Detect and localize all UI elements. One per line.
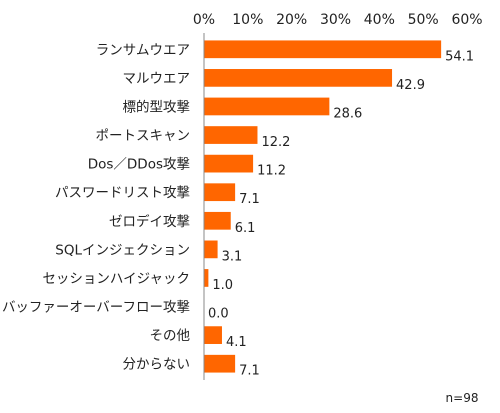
bar — [204, 269, 209, 287]
bar — [204, 154, 254, 173]
bar — [204, 69, 393, 87]
category-label: SQLインジェクション — [55, 242, 190, 258]
value-label: 12.2 — [261, 135, 290, 150]
value-label: 54.1 — [445, 49, 474, 64]
value-label: 0.0 — [208, 307, 229, 322]
value-label: 42.9 — [396, 78, 425, 93]
category-label: Dos／DDos攻撃 — [88, 157, 190, 173]
value-label: 28.6 — [333, 106, 362, 121]
x-tick-label: 40% — [364, 12, 395, 28]
value-label: 7.1 — [239, 364, 260, 379]
category-label: その他 — [150, 328, 191, 344]
category-label: セッションハイジャック — [42, 271, 190, 287]
value-label: 3.1 — [222, 249, 243, 264]
x-tick-label: 0% — [193, 12, 215, 28]
bar — [204, 40, 442, 59]
bar — [204, 183, 236, 202]
x-tick-label: 60% — [451, 12, 482, 28]
value-label: 4.1 — [226, 335, 247, 350]
bar — [204, 326, 222, 344]
x-tick-label: 50% — [408, 12, 439, 28]
x-tick-label: 30% — [320, 12, 351, 28]
value-label: 7.1 — [239, 192, 260, 207]
sample-size-note: n=98 — [446, 391, 479, 405]
category-label: バッファーオーバーフロー攻撃 — [2, 300, 190, 316]
bar — [204, 354, 236, 373]
value-label: 1.0 — [212, 278, 233, 293]
bar — [204, 240, 218, 259]
category-label: パスワードリスト攻撃 — [55, 185, 190, 201]
bar — [204, 97, 330, 116]
value-label: 6.1 — [235, 221, 256, 236]
x-tick-label: 10% — [232, 12, 263, 28]
value-label: 11.2 — [257, 164, 286, 179]
category-label: ランサムウエア — [96, 42, 190, 58]
category-label: 分からない — [123, 357, 191, 373]
x-tick-label: 20% — [276, 12, 307, 28]
bar — [204, 211, 231, 230]
category-label: 標的型攻撃 — [123, 99, 191, 115]
bar — [204, 126, 258, 144]
category-label: ゼロデイ攻撃 — [109, 213, 190, 230]
category-label: ポートスキャン — [96, 128, 191, 144]
category-label: マルウエア — [123, 71, 191, 87]
